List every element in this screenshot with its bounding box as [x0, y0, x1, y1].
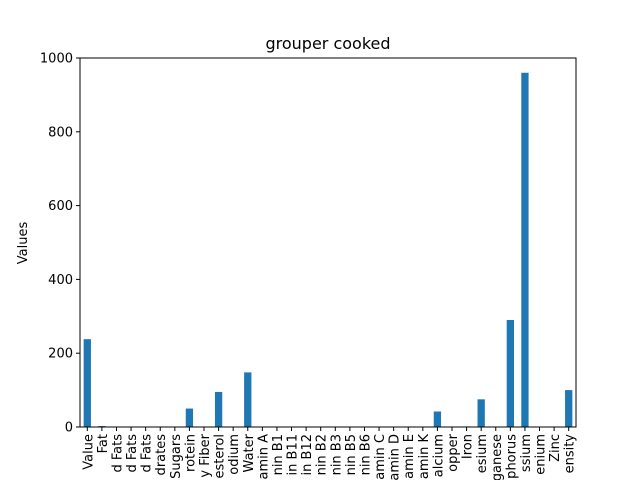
x-tick-label-23: amin K — [417, 434, 432, 480]
bar-9 — [214, 391, 223, 427]
plot-frame — [79, 57, 577, 428]
y-tick-label-0: 0 — [65, 421, 73, 436]
y-tick-label-5: 1000 — [40, 52, 73, 67]
x-tick-label-24: alcium — [431, 434, 446, 477]
bar-30 — [521, 72, 529, 427]
x-tick-label-22: amin E — [402, 434, 417, 479]
y-tick-label-3: 600 — [48, 199, 73, 214]
x-tick-label-17: nin B3 — [329, 434, 344, 475]
x-tick-label-21: amin D — [388, 434, 403, 480]
chart-title: grouper cooked — [265, 34, 390, 53]
x-tick-label-14: in B11 — [286, 434, 301, 475]
x-tick-label-32: Zinc — [548, 434, 563, 462]
x-tick-label-7: rotein — [183, 434, 198, 472]
x-tick-label-15: in B12 — [300, 434, 315, 475]
y-axis: 0 200 400 600 800 1000 — [40, 52, 80, 436]
x-tick-label-19: nin B6 — [358, 434, 373, 475]
x-axis: Value Fat d Fats d Fats d Fats drates Sugars ro… — [81, 427, 578, 480]
x-tick-label-33: ensity — [563, 434, 578, 474]
x-tick-label-30: ssium — [519, 434, 534, 472]
y-tick-label-1: 200 — [48, 347, 73, 362]
y-tick-label-2: 400 — [48, 273, 73, 288]
bar-11 — [244, 372, 252, 427]
x-tick-label-4: d Fats — [140, 434, 155, 473]
bar-7 — [185, 408, 194, 427]
x-tick-label-25: opper — [446, 433, 461, 471]
bars-group — [83, 72, 573, 427]
x-tick-label-18: nin B5 — [344, 434, 359, 475]
bar-29 — [506, 319, 514, 427]
x-tick-label-2: d Fats — [110, 434, 125, 473]
y-axis-label: Values — [16, 222, 31, 265]
x-tick-label-11: Water — [242, 433, 257, 472]
x-tick-label-10: odium — [227, 434, 242, 475]
x-tick-label-0: Value — [81, 434, 96, 470]
x-tick-label-6: Sugars — [169, 434, 184, 479]
x-tick-label-5: drates — [154, 434, 169, 476]
x-tick-label-29: phorus — [504, 434, 519, 479]
x-tick-label-12: amin A — [256, 434, 271, 480]
bar-0 — [83, 339, 91, 427]
bar-33 — [565, 390, 573, 427]
x-tick-label-3: d Fats — [125, 434, 140, 473]
x-tick-label-9: esterol — [213, 434, 228, 479]
x-tick-label-31: enium — [534, 434, 549, 475]
x-tick-label-16: nin B2 — [315, 434, 330, 475]
x-tick-label-13: nin B1 — [271, 434, 286, 475]
x-tick-label-27: esium — [475, 434, 490, 473]
x-tick-label-8: y Fiber — [198, 433, 213, 477]
x-tick-label-28: ganese — [490, 434, 505, 480]
x-tick-label-26: Iron — [461, 434, 476, 459]
bar-24 — [433, 411, 442, 427]
x-tick-label-20: amin C — [373, 434, 388, 480]
x-tick-label-1: Fat — [96, 434, 111, 453]
y-tick-label-4: 800 — [48, 125, 73, 140]
bar-27 — [477, 399, 485, 427]
